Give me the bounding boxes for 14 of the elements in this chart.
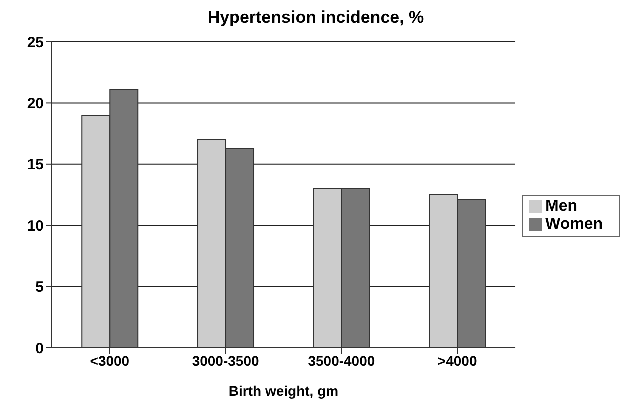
- x-tick-label: 3500-4000: [308, 352, 376, 369]
- x-tick-label: <3000: [90, 352, 130, 369]
- y-tick-label: 25: [27, 34, 44, 52]
- x-tick-label: >4000: [438, 352, 478, 369]
- chart-title: Hypertension incidence, %: [206, 8, 426, 29]
- x-tick-label: 3000-3500: [192, 352, 260, 369]
- y-tick-label: 15: [27, 156, 44, 174]
- y-tick-label: 10: [27, 218, 44, 235]
- x-axis-title: Birth weight, gm: [228, 383, 339, 399]
- y-tick-label: 0: [36, 340, 44, 358]
- y-tick-label: 5: [36, 279, 44, 296]
- legend-label: Men: [546, 198, 578, 215]
- legend-label: Women: [546, 216, 603, 233]
- y-tick-label: 20: [27, 96, 44, 113]
